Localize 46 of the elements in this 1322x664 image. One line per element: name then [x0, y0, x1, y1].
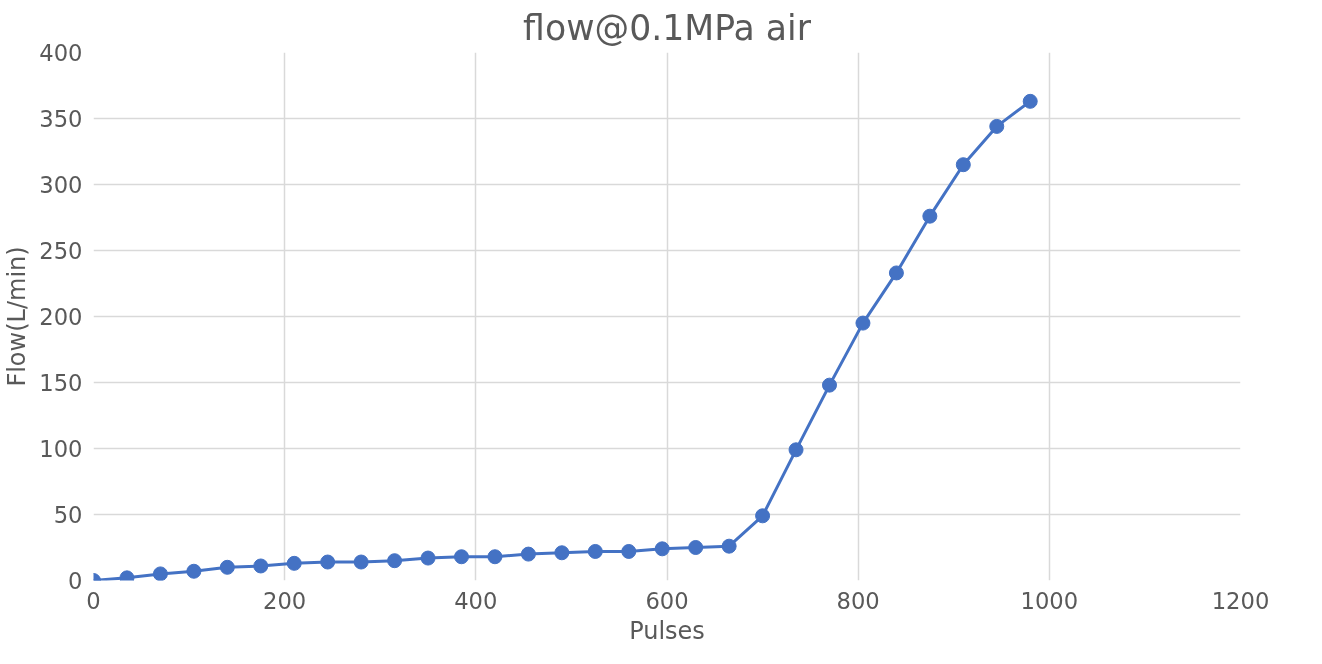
y-tick-label: 300 — [39, 172, 83, 198]
point — [654, 541, 670, 557]
point — [922, 208, 938, 224]
x-tick-label: 800 — [836, 587, 880, 614]
point — [688, 540, 704, 555]
point — [286, 555, 302, 571]
y-tick-label: 0 — [68, 568, 83, 594]
point — [387, 553, 403, 569]
point — [721, 538, 737, 554]
point — [353, 554, 369, 570]
point — [855, 315, 871, 331]
point — [755, 508, 771, 524]
point — [520, 546, 536, 562]
y-tick-label: 250 — [39, 238, 83, 264]
point — [454, 549, 469, 565]
y-tick-label: 200 — [39, 304, 83, 330]
x-axis-title: Pulses — [629, 616, 705, 645]
chart-title: flow@0.1MPa air — [523, 7, 812, 48]
x-tick-label: 0 — [86, 587, 101, 614]
y-axis-title: Flow(L/min) — [3, 246, 32, 387]
x-tick-label: 200 — [263, 587, 307, 614]
point — [554, 545, 570, 561]
point — [621, 543, 637, 559]
point — [152, 566, 168, 581]
point — [1022, 93, 1038, 109]
point — [587, 543, 603, 559]
y-tick-label: 100 — [39, 436, 83, 462]
point — [253, 558, 269, 574]
x-tick-label: 1000 — [1020, 587, 1079, 614]
point — [320, 554, 336, 570]
point — [888, 265, 904, 281]
y-tick-label: 350 — [39, 106, 83, 132]
point — [955, 157, 971, 173]
point — [186, 563, 202, 579]
point — [788, 442, 804, 458]
point — [420, 550, 436, 566]
x-tick-label: 1200 — [1211, 587, 1270, 614]
x-tick-label: 600 — [645, 587, 689, 614]
y-tick-label: 150 — [39, 370, 83, 396]
y-tick-label: 50 — [53, 502, 83, 528]
y-tick-label: 400 — [39, 40, 83, 66]
point — [821, 377, 837, 393]
x-tick-label: 400 — [454, 587, 498, 614]
point — [487, 549, 503, 565]
point — [989, 118, 1005, 134]
point — [219, 559, 235, 575]
